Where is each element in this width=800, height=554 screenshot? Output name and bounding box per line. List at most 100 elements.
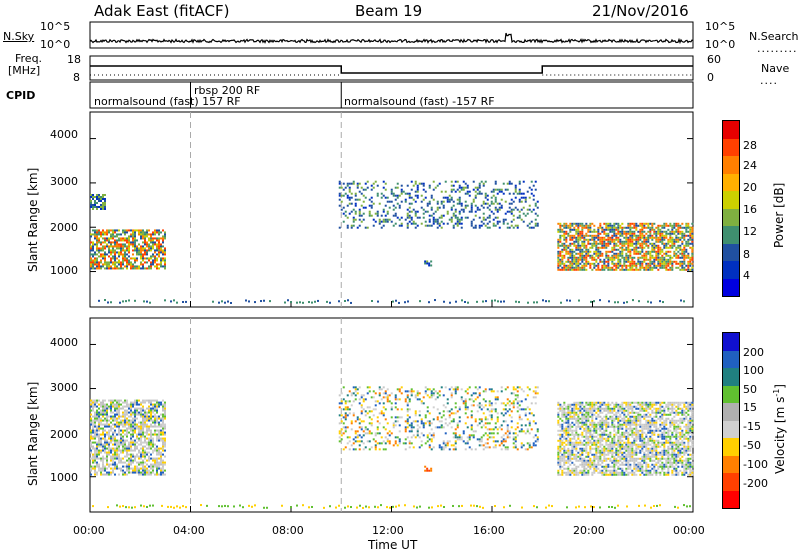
velocity-echo-cell — [378, 402, 381, 405]
velocity-echo-cell — [462, 430, 465, 433]
velocity-echo-cell — [378, 394, 381, 397]
velocity-echo-cell — [162, 433, 164, 436]
power-echo-cell — [611, 262, 614, 265]
power-echo-cell — [659, 248, 662, 251]
velocity-echo-cell — [134, 413, 136, 416]
power-echo-cell — [350, 192, 353, 195]
power-echo-cell — [482, 216, 485, 219]
velocity-echo-cell — [126, 405, 128, 408]
power-echo-cell — [571, 222, 574, 225]
power-echo-cell — [683, 244, 686, 247]
power-near-range-cell — [536, 301, 538, 304]
power-echo-cell — [474, 226, 477, 229]
power-echo-cell — [130, 257, 132, 260]
power-echo-cell — [484, 192, 487, 195]
velocity-echo-cell — [112, 461, 114, 464]
velocity-echo-cell — [484, 418, 487, 421]
velocity-echo-cell — [152, 433, 154, 436]
power-echo-cell — [528, 208, 531, 211]
power-echo-cell — [372, 186, 375, 189]
power-echo-cell — [591, 258, 594, 261]
velocity-echo-cell — [136, 469, 138, 472]
power-echo-cell — [510, 208, 513, 211]
velocity-echo-cell — [563, 403, 566, 406]
power-near-range-cell — [146, 300, 148, 303]
velocity-echo-cell — [92, 405, 94, 408]
power-echo-cell — [132, 233, 134, 236]
power-echo-cell — [643, 266, 646, 269]
velocity-echo-cell — [156, 407, 158, 410]
velocity-echo-cell — [380, 412, 383, 415]
velocity-echo-cell — [567, 465, 570, 468]
velocity-echo-cell — [384, 392, 387, 395]
velocity-echo-cell — [575, 429, 578, 432]
velocity-echo-cell — [100, 449, 102, 452]
power-echo-cell — [464, 182, 467, 185]
power-echo-cell — [452, 188, 455, 191]
velocity-echo-cell — [474, 448, 477, 451]
power-echo-cell — [651, 242, 654, 245]
power-echo-cell — [414, 180, 417, 183]
velocity-echo-cell — [110, 447, 112, 450]
velocity-echo-cell — [474, 420, 477, 423]
power-echo-cell — [657, 262, 660, 265]
power-echo-cell — [96, 263, 98, 266]
power-echo-cell — [508, 206, 511, 209]
power-echo-cell — [154, 241, 156, 244]
velocity-echo-cell — [410, 442, 413, 445]
power-echo-cell — [649, 234, 652, 237]
power-echo-cell — [675, 256, 678, 259]
velocity-echo-cell — [418, 446, 421, 449]
power-echo-cell — [98, 255, 100, 258]
power-echo-cell — [663, 236, 666, 239]
velocity-echo-cell — [587, 425, 590, 428]
power-echo-cell — [581, 254, 584, 257]
power-near-range-cell — [518, 301, 520, 304]
velocity-echo-cell — [571, 409, 574, 412]
power-echo-cell — [585, 224, 588, 227]
velocity-echo-cell — [92, 437, 94, 440]
power-echo-cell — [635, 234, 638, 237]
velocity-echo-cell — [398, 438, 401, 441]
power-echo-cell — [384, 214, 387, 217]
velocity-echo-cell — [442, 414, 445, 417]
velocity-echo-cell — [482, 434, 485, 437]
power-echo-cell — [567, 266, 570, 269]
velocity-echo-cell — [362, 442, 365, 445]
velocity-echo-cell — [559, 461, 562, 464]
velocity-echo-cell — [342, 416, 345, 419]
velocity-echo-cell — [352, 392, 355, 395]
power-echo-cell — [126, 231, 128, 234]
power-echo-cell — [154, 231, 156, 234]
power-echo-cell — [659, 234, 662, 237]
power-echo-cell — [104, 231, 106, 234]
power-echo-cell — [563, 266, 566, 269]
velocity-echo-cell — [386, 396, 389, 399]
velocity-echo-cell — [579, 407, 582, 410]
power-echo-cell — [158, 255, 160, 258]
velocity-echo-cell — [460, 396, 463, 399]
power-echo-cell — [448, 198, 451, 201]
power-echo-cell — [613, 248, 616, 251]
power-echo-cell — [530, 210, 533, 213]
velocity-echo-cell — [597, 401, 600, 404]
velocity-echo-cell — [142, 453, 144, 456]
power-echo-cell — [605, 266, 608, 269]
velocity-echo-cell — [98, 399, 100, 402]
velocity-echo-cell — [585, 417, 588, 420]
power-echo-cell — [154, 261, 156, 264]
power-echo-cell — [432, 216, 435, 219]
power-echo-cell — [146, 257, 148, 260]
power-echo-cell — [673, 254, 676, 257]
power-echo-cell — [661, 258, 664, 261]
velocity-echo-cell — [120, 429, 122, 432]
velocity-echo-cell — [130, 443, 132, 446]
power-echo-cell — [92, 255, 94, 258]
velocity-echo-cell — [502, 434, 505, 437]
power-near-range-cell — [428, 301, 430, 304]
velocity-echo-cell — [569, 459, 572, 462]
velocity-echo-cell — [490, 408, 493, 411]
velocity-echo-cell — [416, 434, 419, 437]
power-echo-cell — [689, 228, 692, 231]
power-echo-cell — [106, 239, 108, 242]
